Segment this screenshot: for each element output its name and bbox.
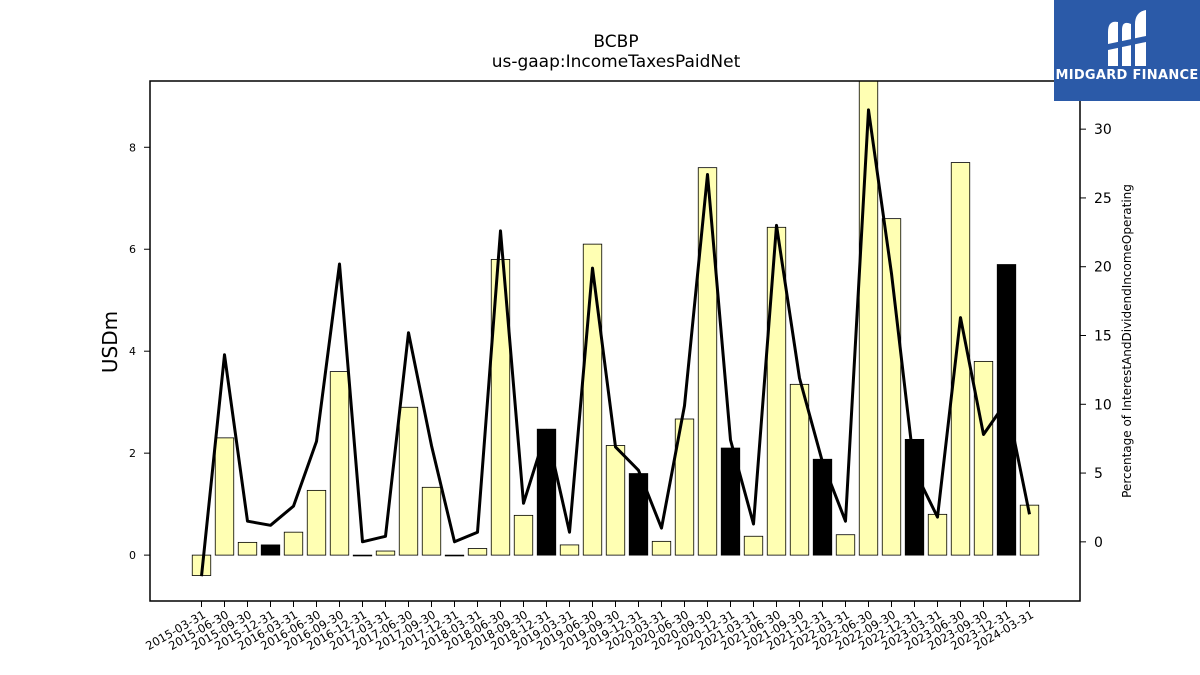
y-axis-label: USDm [98, 311, 122, 373]
logo-text: MIDGARD FINANCE [1055, 68, 1199, 83]
y-tick-label: 8 [129, 141, 136, 154]
y-tick-label: 2 [129, 447, 136, 460]
bar [398, 406, 419, 556]
y2-axis-label: Percentage of InterestAndDividendIncomeO… [1120, 184, 1134, 498]
bar [490, 259, 511, 556]
bar [214, 437, 235, 556]
bar [513, 514, 534, 556]
bar [559, 544, 580, 556]
bar-group [191, 80, 1040, 576]
y2-tick-label: 20 [1094, 260, 1112, 276]
bar [651, 540, 672, 556]
bar [904, 438, 925, 556]
y-axis-right: 0 5 10 15 20 25 30 [1080, 122, 1112, 551]
bar [927, 513, 948, 556]
bar [812, 458, 833, 556]
bar [582, 243, 603, 556]
bar [444, 554, 465, 557]
logo-icon [1108, 10, 1146, 66]
bar [720, 447, 741, 556]
bar [674, 418, 695, 556]
y-tick-label: 6 [129, 243, 136, 256]
brand-logo: MIDGARD FINANCE [1054, 0, 1200, 101]
bar [697, 167, 718, 556]
series-line [200, 108, 1031, 577]
bar [973, 360, 994, 556]
bar [306, 489, 327, 556]
y2-tick-label: 5 [1094, 466, 1103, 482]
bar [743, 535, 764, 556]
bar [260, 544, 281, 556]
bar [467, 548, 488, 556]
y-tick-label: 4 [129, 345, 136, 358]
bar [996, 264, 1017, 556]
y-tick-label: 0 [129, 549, 136, 562]
bar [789, 383, 810, 556]
y2-tick-label: 0 [1094, 535, 1103, 551]
bar [421, 486, 442, 556]
y2-tick-label: 15 [1094, 328, 1112, 344]
bar [329, 371, 350, 556]
bar [283, 531, 304, 556]
bar [950, 162, 971, 556]
chart-title: BCBP [593, 32, 639, 52]
bar [835, 534, 856, 556]
bar [375, 550, 396, 556]
y2-tick-label: 25 [1094, 191, 1112, 207]
bar [1019, 504, 1040, 556]
bar [352, 554, 373, 557]
y-axis-left: 0 2 4 6 8 [129, 141, 150, 562]
chart-subtitle: us-gaap:IncomeTaxesPaidNet [491, 52, 741, 72]
x-axis: 2015-03-312015-06-302015-09-302015-12-31… [143, 601, 1036, 653]
y2-tick-label: 30 [1094, 122, 1112, 138]
line-layer [200, 108, 1031, 577]
y2-tick-label: 10 [1094, 397, 1112, 413]
bar [237, 541, 258, 556]
bar [605, 445, 626, 556]
